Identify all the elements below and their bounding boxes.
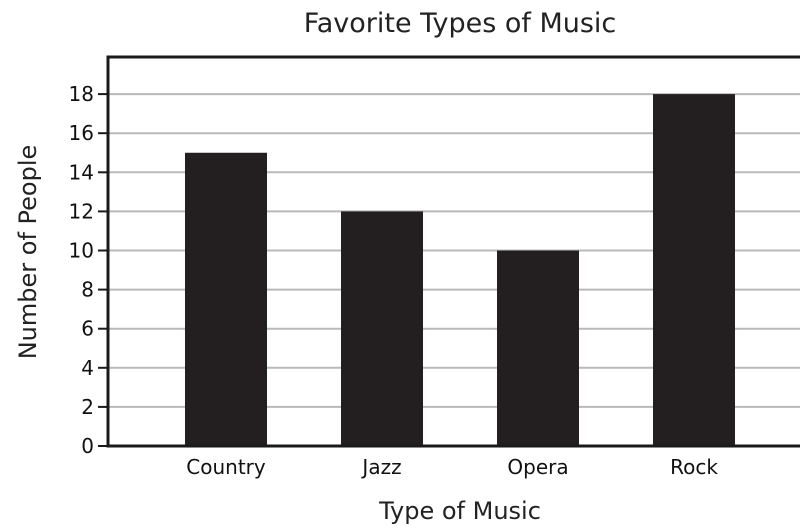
x-tick-label: Country <box>186 455 266 479</box>
y-tick-label: 4 <box>81 356 94 380</box>
y-tick-label: 16 <box>69 121 94 145</box>
bar-opera <box>497 250 579 446</box>
chart-title: Favorite Types of Music <box>304 8 617 39</box>
x-tick-label: Rock <box>670 455 718 479</box>
y-tick-label: 10 <box>69 239 94 263</box>
y-axis-ticks: 0 2 4 6 8 10 12 14 16 18 <box>69 82 108 458</box>
y-tick-label: 6 <box>81 317 94 341</box>
x-axis-ticks: Country Jazz Opera Rock <box>186 455 718 479</box>
x-axis-title: Type of Music <box>378 497 541 525</box>
bar-country <box>185 152 267 446</box>
bars <box>185 94 735 446</box>
y-tick-label: 14 <box>69 160 94 184</box>
bar-jazz <box>341 211 423 446</box>
x-tick-label: Opera <box>507 455 568 479</box>
y-tick-label: 18 <box>69 82 94 106</box>
y-tick-label: 8 <box>81 278 94 302</box>
y-tick-label: 12 <box>69 199 94 223</box>
bar-rock <box>653 94 735 446</box>
y-tick-label: 2 <box>81 395 94 419</box>
x-tick-label: Jazz <box>360 455 401 479</box>
y-tick-label: 0 <box>81 434 94 458</box>
y-axis-title: Number of People <box>14 145 42 360</box>
